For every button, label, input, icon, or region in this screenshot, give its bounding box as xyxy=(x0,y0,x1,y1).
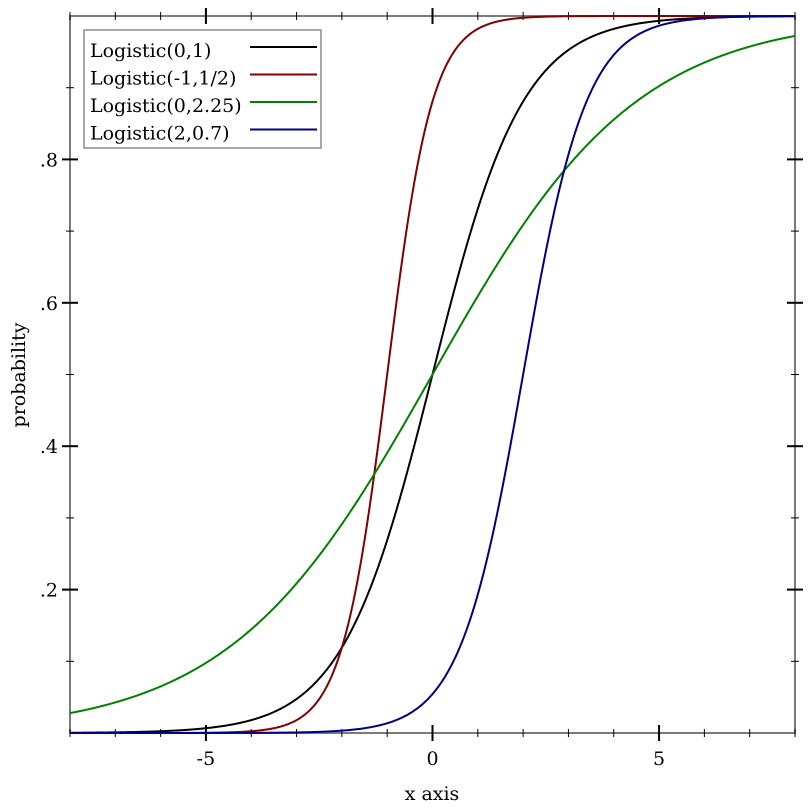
y-axis-label: probability xyxy=(8,322,30,427)
legend: Logistic(0,1) Logistic(-1,1/2) Logistic(0,… xyxy=(83,29,322,149)
y-tick-label: .4 xyxy=(40,436,58,458)
series-line xyxy=(69,34,796,715)
y-tick-label: .6 xyxy=(40,293,58,315)
y-tick-label: .2 xyxy=(40,580,58,602)
legend-entry-label: Logistic(-1,1/2) xyxy=(90,68,236,90)
legend-entry-label: Logistic(0,1) xyxy=(90,40,211,62)
legend-box xyxy=(83,29,322,149)
legend-entry-label: Logistic(0,2.25) xyxy=(90,95,242,117)
x-axis-label: x axis xyxy=(405,783,460,805)
axes: -5 0 5 .2 .4 .6 .8 xyxy=(40,8,803,770)
x-tick-label: 0 xyxy=(426,748,438,770)
y-tick-label: .8 xyxy=(40,149,58,171)
x-tick-label: -5 xyxy=(197,748,216,770)
series-line xyxy=(70,15,795,734)
legend-entry-label: Logistic(2,0.7) xyxy=(90,123,230,145)
x-tick-label: 5 xyxy=(653,748,665,770)
curves xyxy=(69,15,796,734)
